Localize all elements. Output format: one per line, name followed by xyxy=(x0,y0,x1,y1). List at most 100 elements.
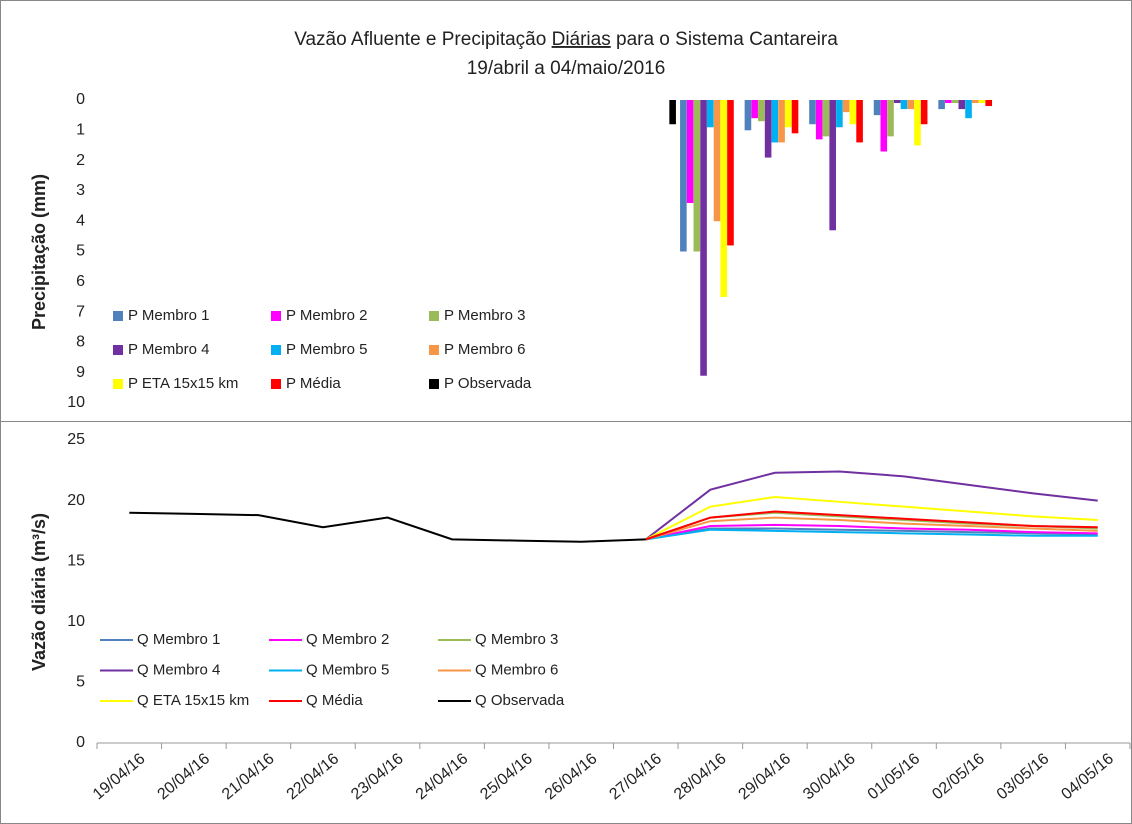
bar xyxy=(706,100,714,128)
bar xyxy=(686,100,694,204)
legend-swatch xyxy=(429,379,439,389)
legend-label: P Membro 6 xyxy=(444,341,525,358)
bar xyxy=(887,100,894,137)
legend-label: Q Membro 6 xyxy=(475,661,558,678)
legend-swatch xyxy=(429,311,439,321)
bar xyxy=(951,100,959,104)
y-tick-label: 3 xyxy=(76,182,85,199)
bar xyxy=(785,100,792,128)
y-axis-title: Precipitação (mm) xyxy=(29,174,49,330)
bar xyxy=(778,100,785,143)
legend-label: P Membro 1 xyxy=(128,307,209,324)
bar xyxy=(809,100,816,125)
y-tick-label: 15 xyxy=(67,552,85,569)
y-tick-label: 5 xyxy=(76,243,85,260)
y-tick-label: 10 xyxy=(67,394,85,411)
bar xyxy=(856,100,863,143)
bar xyxy=(669,100,676,125)
bar xyxy=(815,100,823,140)
legend-label: P Média xyxy=(286,375,341,392)
bar xyxy=(914,100,921,146)
bar xyxy=(751,100,758,119)
line xyxy=(645,510,1098,541)
bar xyxy=(836,100,843,128)
line xyxy=(645,523,1098,541)
legend-label: P Membro 5 xyxy=(286,341,367,358)
y-tick-label: 8 xyxy=(76,334,85,351)
y-tick-label: 0 xyxy=(76,734,85,751)
legend-label: Q Membro 3 xyxy=(475,631,558,648)
legend-swatch xyxy=(113,379,123,389)
legend-label: Q Membro 2 xyxy=(306,631,389,648)
legend-label: Q Membro 5 xyxy=(306,661,389,678)
legend-swatch xyxy=(271,311,281,321)
y-tick-label: 1 xyxy=(76,122,85,139)
y-tick-label: 6 xyxy=(76,273,85,290)
bar xyxy=(920,100,928,125)
bar xyxy=(873,100,881,116)
legend-label: Q ETA 15x15 km xyxy=(137,692,249,709)
bar xyxy=(880,100,888,152)
legend-swatch xyxy=(113,345,123,355)
y-tick-label: 9 xyxy=(76,364,85,381)
bar xyxy=(744,100,752,131)
bar xyxy=(945,100,952,104)
bar xyxy=(720,100,728,297)
legend-label: Q Média xyxy=(306,692,363,709)
bar xyxy=(978,100,986,104)
bar xyxy=(713,100,721,222)
chart-subtitle: 19/abril a 04/maio/2016 xyxy=(467,58,666,79)
bar xyxy=(907,100,914,110)
bar xyxy=(727,100,734,246)
chart-title: Vazão Afluente e Precipitação Diárias pa… xyxy=(294,29,838,50)
legend-label: P Membro 2 xyxy=(286,307,367,324)
bar xyxy=(758,100,765,122)
y-tick-label: 5 xyxy=(76,674,85,691)
bar xyxy=(693,100,701,252)
legend-swatch xyxy=(113,311,123,321)
line xyxy=(645,527,1098,541)
bar xyxy=(900,100,908,110)
line xyxy=(129,511,646,543)
bar xyxy=(893,100,901,104)
legend-label: P Membro 3 xyxy=(444,307,525,324)
y-tick-label: 25 xyxy=(67,431,85,448)
y-tick-label: 20 xyxy=(67,492,85,509)
y-tick-label: 10 xyxy=(67,613,85,630)
bar xyxy=(680,100,687,252)
bar xyxy=(965,100,972,119)
y-axis-title: Vazão diária (m³/s) xyxy=(29,513,49,671)
bar xyxy=(958,100,966,110)
legend-label: P Membro 4 xyxy=(128,341,209,358)
line xyxy=(645,516,1098,541)
bar xyxy=(938,100,945,110)
bar xyxy=(700,100,707,376)
legend-label: Q Observada xyxy=(475,692,565,709)
line xyxy=(645,528,1098,541)
bar xyxy=(822,100,830,137)
y-tick-label: 0 xyxy=(76,91,85,108)
bar xyxy=(764,100,772,158)
line xyxy=(645,495,1098,541)
bar xyxy=(985,100,993,107)
legend-swatch xyxy=(271,379,281,389)
legend-label: P ETA 15x15 km xyxy=(128,375,238,392)
line xyxy=(645,470,1098,541)
y-tick-label: 2 xyxy=(76,152,85,169)
bar xyxy=(829,100,836,231)
legend-label: Q Membro 4 xyxy=(137,661,220,678)
bar xyxy=(842,100,850,113)
title-part: para o Sistema Cantareira xyxy=(611,29,838,50)
bar xyxy=(849,100,857,125)
bar xyxy=(971,100,979,104)
legend-swatch xyxy=(429,345,439,355)
title-part: Vazão Afluente e Precipitação xyxy=(294,29,551,50)
bar xyxy=(771,100,779,143)
legend-label: Q Membro 1 xyxy=(137,631,220,648)
y-tick-label: 7 xyxy=(76,303,85,320)
legend-label: P Observada xyxy=(444,375,532,392)
legend-swatch xyxy=(271,345,281,355)
bar xyxy=(791,100,799,134)
